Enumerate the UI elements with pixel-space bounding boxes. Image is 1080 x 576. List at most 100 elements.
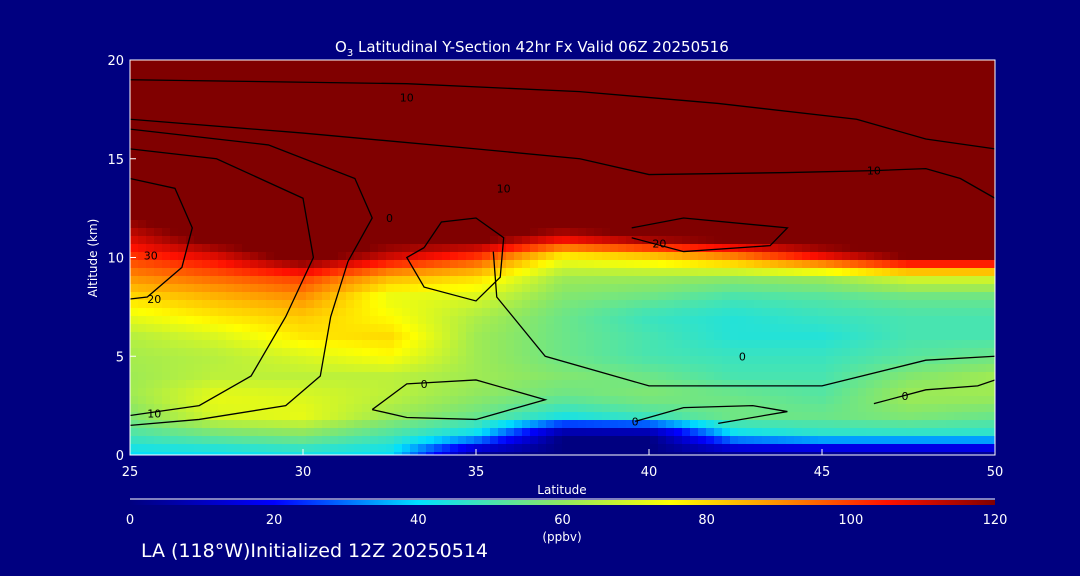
- heatmap-cell: [866, 268, 875, 277]
- heatmap-cell: [634, 300, 643, 309]
- heatmap-cell: [530, 452, 539, 456]
- heatmap-cell: [810, 92, 819, 101]
- heatmap-cell: [586, 252, 595, 261]
- heatmap-cell: [346, 68, 355, 77]
- heatmap-cell: [354, 300, 363, 309]
- heatmap-cell: [266, 300, 275, 309]
- heatmap-cell: [778, 204, 787, 213]
- heatmap-cell: [786, 428, 795, 437]
- heatmap-cell: [410, 180, 419, 189]
- heatmap-cell: [842, 188, 851, 197]
- heatmap-cell: [322, 156, 331, 165]
- heatmap-cell: [562, 300, 571, 309]
- heatmap-cell: [450, 412, 459, 421]
- heatmap-cell: [850, 396, 859, 405]
- heatmap-cell: [154, 212, 163, 221]
- heatmap-cell: [354, 100, 363, 109]
- heatmap-cell: [746, 212, 755, 221]
- heatmap-cell: [466, 452, 475, 456]
- heatmap-cell: [522, 356, 531, 365]
- heatmap-cell: [466, 196, 475, 205]
- heatmap-cell: [482, 68, 491, 77]
- heatmap-cell: [250, 140, 259, 149]
- heatmap-cell: [410, 324, 419, 333]
- heatmap-cell: [794, 196, 803, 205]
- heatmap-cell: [674, 428, 683, 437]
- heatmap-cell: [210, 348, 219, 357]
- heatmap-cell: [506, 252, 515, 261]
- heatmap-cell: [234, 412, 243, 421]
- heatmap-cell: [146, 396, 155, 405]
- heatmap-cell: [362, 268, 371, 277]
- heatmap-cell: [842, 140, 851, 149]
- heatmap-cell: [698, 60, 707, 69]
- heatmap-cell: [570, 212, 579, 221]
- heatmap-cell: [858, 348, 867, 357]
- heatmap-cell: [690, 76, 699, 85]
- heatmap-cell: [250, 108, 259, 117]
- heatmap-cell: [466, 132, 475, 141]
- heatmap-cell: [666, 172, 675, 181]
- heatmap-cell: [410, 84, 419, 93]
- heatmap-cell: [298, 332, 307, 341]
- heatmap-cell: [186, 252, 195, 261]
- heatmap-cell: [242, 332, 251, 341]
- heatmap-cell: [298, 340, 307, 349]
- heatmap-cell: [378, 188, 387, 197]
- heatmap-cell: [314, 156, 323, 165]
- heatmap-cell: [674, 412, 683, 421]
- heatmap-cell: [594, 356, 603, 365]
- heatmap-cell: [234, 444, 243, 453]
- heatmap-cell: [306, 412, 315, 421]
- heatmap-cell: [570, 68, 579, 77]
- heatmap-cell: [634, 172, 643, 181]
- heatmap-cell: [322, 244, 331, 253]
- heatmap-cell: [866, 364, 875, 373]
- heatmap-cell: [386, 364, 395, 373]
- heatmap-cell: [178, 132, 187, 141]
- heatmap-cell: [522, 132, 531, 141]
- heatmap-cell: [474, 364, 483, 373]
- heatmap-cell: [330, 140, 339, 149]
- heatmap-cell: [866, 84, 875, 93]
- heatmap-cell: [138, 108, 147, 117]
- heatmap-cell: [354, 436, 363, 445]
- heatmap-cell: [690, 220, 699, 229]
- heatmap-cell: [898, 228, 907, 237]
- heatmap-cell: [890, 76, 899, 85]
- heatmap-cell: [194, 284, 203, 293]
- heatmap-cell: [210, 220, 219, 229]
- heatmap-cell: [810, 260, 819, 269]
- heatmap-cell: [346, 76, 355, 85]
- heatmap-cell: [394, 420, 403, 429]
- heatmap-cell: [794, 332, 803, 341]
- heatmap-cell: [450, 372, 459, 381]
- heatmap-cell: [698, 380, 707, 389]
- heatmap-cell: [778, 156, 787, 165]
- heatmap-cell: [338, 420, 347, 429]
- heatmap-cell: [842, 196, 851, 205]
- heatmap-cell: [170, 276, 179, 285]
- heatmap-cell: [194, 212, 203, 221]
- heatmap-cell: [322, 268, 331, 277]
- heatmap-cell: [538, 364, 547, 373]
- heatmap-cell: [706, 436, 715, 445]
- heatmap-cell: [690, 188, 699, 197]
- heatmap-cell: [658, 148, 667, 157]
- heatmap-cell: [770, 204, 779, 213]
- heatmap-cell: [802, 116, 811, 125]
- heatmap-cell: [674, 300, 683, 309]
- heatmap-cell: [250, 164, 259, 173]
- heatmap-cell: [306, 372, 315, 381]
- heatmap-cell: [602, 236, 611, 245]
- heatmap-cell: [250, 364, 259, 373]
- heatmap-cell: [338, 100, 347, 109]
- heatmap-cell: [602, 364, 611, 373]
- heatmap-cell: [338, 140, 347, 149]
- heatmap-cell: [802, 364, 811, 373]
- heatmap-cell: [266, 316, 275, 325]
- heatmap-cell: [250, 236, 259, 245]
- heatmap-cell: [794, 156, 803, 165]
- heatmap-cell: [402, 204, 411, 213]
- heatmap-cell: [762, 124, 771, 133]
